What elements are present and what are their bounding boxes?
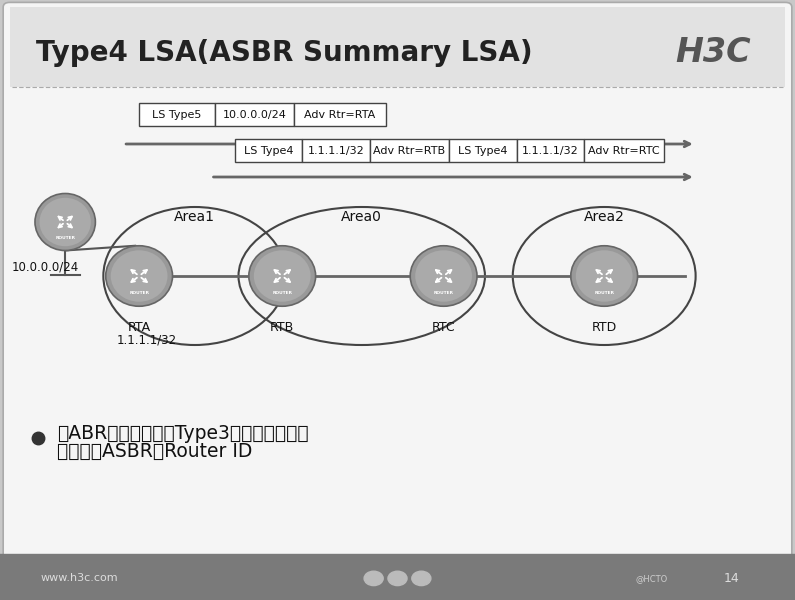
FancyBboxPatch shape [370, 139, 449, 162]
FancyBboxPatch shape [584, 139, 664, 162]
Text: LS Type4: LS Type4 [243, 146, 293, 155]
Text: Adv Rtr=RTA: Adv Rtr=RTA [304, 110, 375, 119]
FancyBboxPatch shape [302, 139, 370, 162]
Text: RTB: RTB [270, 321, 294, 334]
Text: RTC: RTC [432, 321, 456, 334]
Text: Area0: Area0 [341, 210, 382, 224]
Ellipse shape [576, 250, 633, 302]
Text: 由ABR生成，格式与Type3相同，描述的目: 由ABR生成，格式与Type3相同，描述的目 [57, 424, 309, 443]
Text: ROUTER: ROUTER [594, 290, 615, 295]
Text: RTD: RTD [591, 321, 617, 334]
Ellipse shape [35, 193, 95, 251]
Text: H3C: H3C [676, 36, 751, 69]
FancyBboxPatch shape [517, 139, 584, 162]
Ellipse shape [111, 250, 168, 302]
Text: Area2: Area2 [584, 210, 625, 224]
Circle shape [364, 571, 383, 586]
Ellipse shape [40, 198, 91, 246]
Text: ROUTER: ROUTER [433, 290, 454, 295]
Text: 1.1.1.1/32: 1.1.1.1/32 [522, 146, 579, 155]
Ellipse shape [415, 250, 472, 302]
Text: Type4 LSA(ASBR Summary LSA): Type4 LSA(ASBR Summary LSA) [36, 39, 533, 67]
Text: @HCTO: @HCTO [636, 574, 669, 583]
FancyBboxPatch shape [10, 7, 785, 87]
Text: ROUTER: ROUTER [129, 290, 149, 295]
Text: RTA: RTA [127, 321, 151, 334]
Circle shape [388, 571, 407, 586]
Ellipse shape [249, 246, 316, 306]
Text: 1.1.1.1/32: 1.1.1.1/32 [117, 333, 177, 346]
Ellipse shape [106, 246, 173, 306]
FancyBboxPatch shape [215, 103, 294, 126]
Text: Adv Rtr=RTC: Adv Rtr=RTC [588, 146, 660, 155]
FancyBboxPatch shape [0, 554, 795, 600]
FancyBboxPatch shape [139, 103, 215, 126]
FancyBboxPatch shape [449, 139, 517, 162]
Text: 标网络是ASBR的Router ID: 标网络是ASBR的Router ID [57, 442, 253, 461]
Text: Area1: Area1 [174, 210, 215, 224]
FancyBboxPatch shape [235, 139, 302, 162]
Circle shape [412, 571, 431, 586]
Ellipse shape [254, 250, 311, 302]
Text: 10.0.0.0/24: 10.0.0.0/24 [12, 260, 80, 274]
FancyBboxPatch shape [3, 2, 792, 562]
FancyBboxPatch shape [294, 103, 386, 126]
Text: www.h3c.com: www.h3c.com [41, 574, 118, 583]
Ellipse shape [571, 246, 638, 306]
Text: ROUTER: ROUTER [272, 290, 293, 295]
Ellipse shape [410, 246, 477, 306]
Text: ROUTER: ROUTER [55, 236, 76, 239]
Text: Adv Rtr=RTB: Adv Rtr=RTB [374, 146, 445, 155]
Text: 1.1.1.1/32: 1.1.1.1/32 [308, 146, 364, 155]
Text: LS Type5: LS Type5 [152, 110, 202, 119]
Text: LS Type4: LS Type4 [458, 146, 508, 155]
Text: 10.0.0.0/24: 10.0.0.0/24 [223, 110, 286, 119]
Text: 14: 14 [723, 572, 739, 585]
